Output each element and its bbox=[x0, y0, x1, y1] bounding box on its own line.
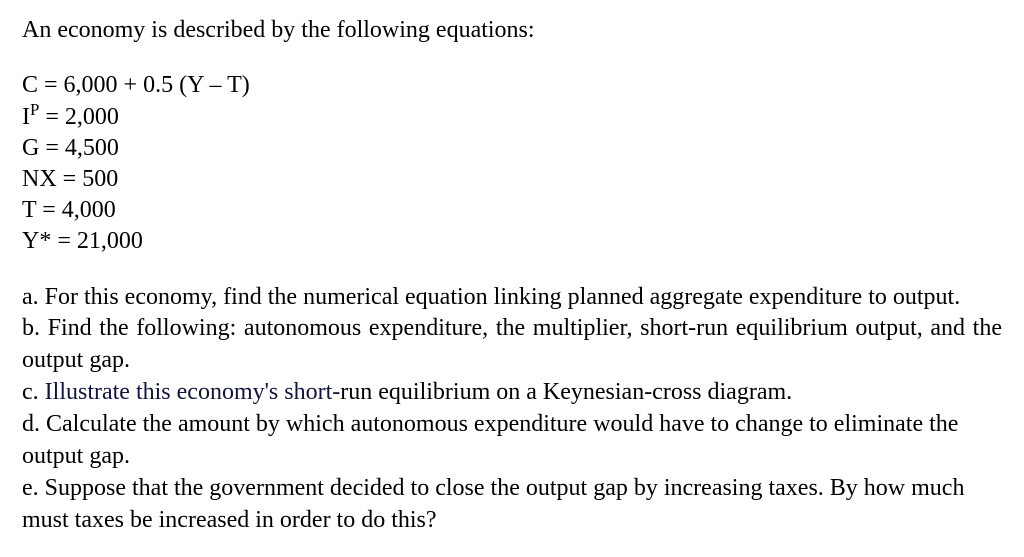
equation-ip: IP = 2,000 bbox=[22, 102, 1002, 133]
equation-ystar: Y* = 21,000 bbox=[22, 226, 1002, 257]
equations-block: C = 6,000 + 0.5 (Y – T) IP = 2,000 G = 4… bbox=[22, 70, 1002, 257]
intro-text: An economy is described by the following… bbox=[22, 14, 1002, 46]
question-d: d. Calculate the amount by which autonom… bbox=[22, 409, 1002, 473]
question-c-prefix: c. bbox=[22, 379, 45, 405]
question-a: a. For this economy, find the numerical … bbox=[22, 282, 1002, 314]
question-b: b. Find the following: autonomous expend… bbox=[22, 313, 1002, 377]
question-c: c. Illustrate this economy's short-run e… bbox=[22, 377, 1002, 409]
ip-superscript: P bbox=[30, 100, 39, 119]
question-c-accent: Illustrate this economy's short- bbox=[45, 379, 341, 405]
ip-rhs: = 2,000 bbox=[39, 104, 119, 130]
equation-c: C = 6,000 + 0.5 (Y – T) bbox=[22, 70, 1002, 101]
question-e: e. Suppose that the government decided t… bbox=[22, 473, 1002, 537]
ip-lhs: I bbox=[22, 104, 30, 130]
equation-g: G = 4,500 bbox=[22, 133, 1002, 164]
equation-nx: NX = 500 bbox=[22, 164, 1002, 195]
question-c-post: run equilibrium on a Keynesian-cross dia… bbox=[340, 379, 792, 405]
questions-block: a. For this economy, find the numerical … bbox=[22, 282, 1002, 537]
equation-t: T = 4,000 bbox=[22, 195, 1002, 226]
